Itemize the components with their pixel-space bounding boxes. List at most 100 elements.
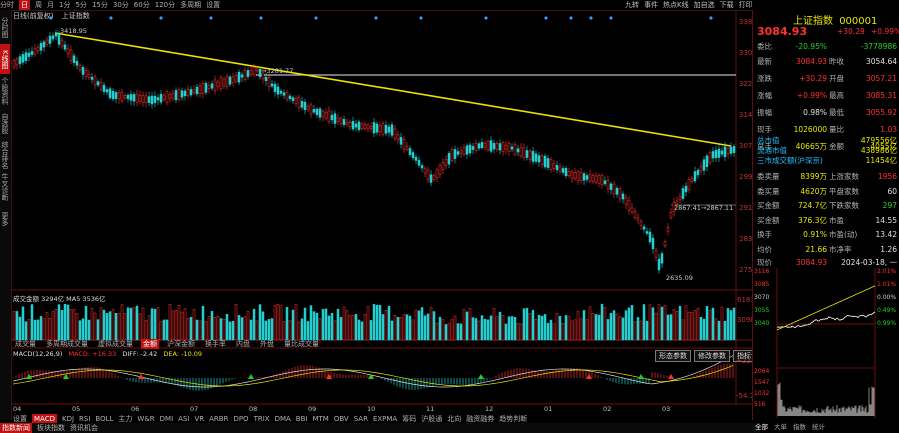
candle-body xyxy=(15,58,19,66)
candle-body xyxy=(72,55,76,63)
indicator-tab-1[interactable]: MACD xyxy=(32,414,57,424)
candle-body xyxy=(561,168,565,173)
panel-tab-3[interactable]: 统计 xyxy=(812,423,825,431)
indicator-tab-8[interactable]: ASI xyxy=(178,415,190,423)
volume-indicator-tab-8[interactable]: 量比成交量 xyxy=(284,340,319,348)
price-axis: 3382 3304 3226 3148 3070 2992 2914 2836 2758 xyxy=(739,10,757,290)
volume-bars xyxy=(12,303,736,341)
candle-body xyxy=(576,171,580,181)
volume-indicator-tab-6[interactable]: 内盘 xyxy=(236,340,250,348)
volume-bar xyxy=(501,314,505,341)
period-tab-0[interactable]: 分时 xyxy=(0,1,14,9)
order-row-value: 724.7亿 xyxy=(798,201,827,210)
candle-body xyxy=(666,227,670,232)
event-marker xyxy=(159,16,163,20)
indicator-tab-11[interactable]: DPO xyxy=(233,415,249,423)
indicator-tab-10[interactable]: ARBR xyxy=(209,415,229,423)
candle-body xyxy=(621,193,625,200)
period-tab-11[interactable]: 设置 xyxy=(206,1,221,9)
volume-bar xyxy=(513,316,517,341)
indicator-tab-9[interactable]: VR xyxy=(194,415,205,423)
indicator-tab-20[interactable]: 沪股通 xyxy=(421,415,443,423)
right-toolbar-item-1[interactable]: 事件 xyxy=(644,1,658,9)
order-row-label: 买金额 xyxy=(757,201,780,210)
quote-row-label: 涨幅 xyxy=(757,91,772,100)
left-nav-item-1[interactable]: K线图 xyxy=(0,44,10,74)
indicator-tab-18[interactable]: EXPMA xyxy=(372,415,398,423)
bottom-tab-2[interactable]: 资讯机会 xyxy=(70,424,98,432)
period-tab-4[interactable]: 1分 xyxy=(59,1,71,9)
candle-body xyxy=(234,75,238,82)
indicator-tab-12[interactable]: TRIX xyxy=(253,415,270,423)
candle-body xyxy=(453,149,457,159)
cap-row-label: 三市成交额(沪深京) xyxy=(757,156,823,165)
indicator-tab-15[interactable]: MTM xyxy=(312,415,329,423)
period-tab-1[interactable]: 日 xyxy=(19,0,30,10)
indicator-tab-16[interactable]: OBV xyxy=(333,415,349,423)
volume-indicator-tab-4[interactable]: 沪深金额 xyxy=(167,340,195,348)
panel-tab-1[interactable]: 大单 xyxy=(774,423,787,431)
volume-indicator-tab-0[interactable]: 成交量 xyxy=(15,340,36,348)
indicator-tab-0[interactable]: 设置 xyxy=(13,415,27,423)
candle-body xyxy=(474,143,478,151)
main-chart[interactable]: 3418.95 →3281.77 2867.41→2867.11 2635.09 xyxy=(11,10,752,420)
left-nav-item-2[interactable]: 个股资料 xyxy=(1,77,9,105)
dea-line xyxy=(12,365,734,387)
candle-body xyxy=(684,185,688,193)
volume-bar xyxy=(315,312,319,341)
indicator-tab-23[interactable]: 趋势判断 xyxy=(499,415,528,423)
indicator-tab-3[interactable]: RSI xyxy=(79,415,91,423)
right-toolbar-item-5[interactable]: 打印 xyxy=(738,1,753,9)
period-tab-6[interactable]: 15分 xyxy=(91,1,108,9)
right-toolbar-item-0[interactable]: 九转 xyxy=(625,1,639,9)
macd-button-1[interactable]: 修改参数 xyxy=(694,350,730,362)
period-tab-9[interactable]: 120分 xyxy=(154,1,176,9)
intraday-mini-chart[interactable] xyxy=(753,268,899,418)
indicator-tab-14[interactable]: BBI xyxy=(295,415,308,423)
bottom-tab-0[interactable]: 指数新闻 xyxy=(0,423,32,433)
right-toolbar-item-2[interactable]: 热点K线 xyxy=(663,1,689,9)
volume-bar xyxy=(516,323,520,341)
order-row-label2: 市净率 xyxy=(829,244,852,254)
candle-body xyxy=(165,91,169,103)
right-toolbar-item-4[interactable]: 下载 xyxy=(719,1,734,9)
indicator-tab-2[interactable]: KDJ xyxy=(61,415,75,423)
indicator-tab-21[interactable]: 北向 xyxy=(447,415,462,423)
left-nav-item-4[interactable]: 综合排名 xyxy=(1,141,9,169)
period-tab-2[interactable]: 周 xyxy=(35,1,42,9)
indicator-tab-6[interactable]: W&R xyxy=(137,415,155,423)
candle-body xyxy=(645,231,649,234)
indicator-tab-5[interactable]: 主力 xyxy=(118,415,133,423)
left-nav-item-6[interactable]: 更多 xyxy=(1,212,9,226)
volume-bar xyxy=(645,320,649,341)
panel-tab-0[interactable]: 全部 xyxy=(755,423,768,431)
indicator-tab-22[interactable]: 融资融券 xyxy=(466,415,495,423)
period-tab-3[interactable]: 月 xyxy=(47,1,54,9)
left-nav-item-3[interactable]: 自选股 xyxy=(1,112,9,134)
volume-indicator-tab-1[interactable]: 多周期成交量 xyxy=(46,340,88,348)
volume-indicator-tab-7[interactable]: 外盘 xyxy=(260,340,274,348)
volume-indicator-tab-2[interactable]: 虚拟成交量 xyxy=(98,340,133,348)
indicator-tab-19[interactable]: 筹码 xyxy=(402,415,417,423)
right-toolbar-item-3[interactable]: 加自选 xyxy=(693,1,715,9)
candle-body xyxy=(471,146,475,150)
period-tab-7[interactable]: 30分 xyxy=(112,1,129,9)
indicator-tab-13[interactable]: DMA xyxy=(274,415,291,423)
left-nav-item-0[interactable]: 分时图 xyxy=(1,16,9,38)
volume-bar xyxy=(174,309,178,341)
macd-button-0[interactable]: 形态参数 xyxy=(655,350,691,362)
period-tab-5[interactable]: 5分 xyxy=(75,1,87,9)
left-nav-item-5[interactable]: 牛叉诊断 xyxy=(1,173,9,201)
candle-body xyxy=(663,241,667,247)
indicator-tab-17[interactable]: SAR xyxy=(353,415,368,423)
volume-indicator-tab-3[interactable]: 金额 xyxy=(141,339,159,349)
bottom-tab-1[interactable]: 板块指数 xyxy=(37,424,65,432)
volume-indicator-tab-5[interactable]: 换手率 xyxy=(205,340,226,348)
volume-bar xyxy=(639,320,643,341)
period-tab-10[interactable]: 多周期 xyxy=(180,1,202,9)
indicator-tab-7[interactable]: DMI xyxy=(159,415,174,423)
volume-bar xyxy=(156,307,160,341)
indicator-tab-4[interactable]: BOLL xyxy=(95,415,114,423)
period-tab-8[interactable]: 60分 xyxy=(133,1,150,9)
panel-tab-2[interactable]: 指数 xyxy=(793,423,806,431)
